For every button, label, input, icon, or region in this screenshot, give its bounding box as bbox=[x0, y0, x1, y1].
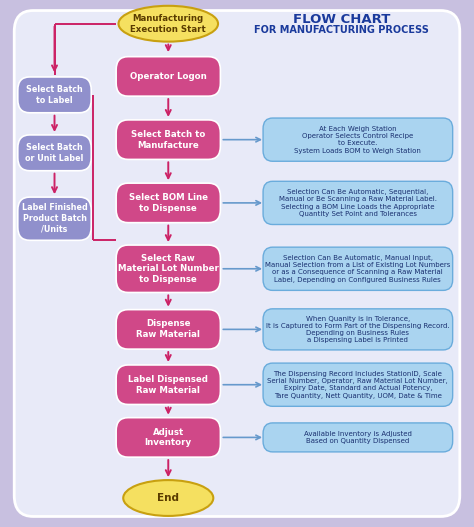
Ellipse shape bbox=[123, 480, 213, 516]
FancyBboxPatch shape bbox=[116, 245, 220, 292]
FancyBboxPatch shape bbox=[263, 423, 453, 452]
Text: Dispense
Raw Material: Dispense Raw Material bbox=[137, 319, 200, 339]
FancyBboxPatch shape bbox=[116, 183, 220, 222]
Text: Select Raw
Material Lot Number
to Dispense: Select Raw Material Lot Number to Dispen… bbox=[118, 253, 219, 284]
FancyBboxPatch shape bbox=[116, 365, 220, 405]
Text: The Dispensing Record Includes StationID, Scale
Serial Number, Operator, Raw Mat: The Dispensing Record Includes StationID… bbox=[267, 371, 448, 398]
Text: Select Batch
to Label: Select Batch to Label bbox=[26, 85, 83, 105]
FancyBboxPatch shape bbox=[263, 363, 453, 406]
Text: FOR MANUFACTURING PROCESS: FOR MANUFACTURING PROCESS bbox=[254, 25, 428, 35]
FancyBboxPatch shape bbox=[116, 120, 220, 159]
Text: Selection Can Be Automatic, Manual Input,
Manual Selection from a List of Existi: Selection Can Be Automatic, Manual Input… bbox=[265, 255, 451, 282]
Text: Label Dispensed
Raw Material: Label Dispensed Raw Material bbox=[128, 375, 208, 395]
FancyBboxPatch shape bbox=[116, 417, 220, 457]
FancyBboxPatch shape bbox=[18, 197, 91, 240]
Text: When Quanity is in Tolerance,
It is Captured to Form Part of the Dispensing Reco: When Quanity is in Tolerance, It is Capt… bbox=[266, 316, 450, 343]
Text: At Each Weigh Station
Operator Selects Control Recipe
to Execute.
System Loads B: At Each Weigh Station Operator Selects C… bbox=[294, 126, 421, 153]
Text: Manufacturing
Execution Start: Manufacturing Execution Start bbox=[130, 14, 206, 34]
FancyBboxPatch shape bbox=[263, 247, 453, 290]
FancyBboxPatch shape bbox=[116, 57, 220, 96]
FancyBboxPatch shape bbox=[116, 309, 220, 349]
Text: Select Batch
or Unit Label: Select Batch or Unit Label bbox=[25, 143, 84, 163]
FancyBboxPatch shape bbox=[263, 181, 453, 225]
Text: Selection Can Be Automatic, Sequential,
Manual or Be Scanning a Raw Material Lab: Selection Can Be Automatic, Sequential, … bbox=[279, 189, 437, 217]
FancyBboxPatch shape bbox=[263, 118, 453, 161]
FancyBboxPatch shape bbox=[14, 11, 460, 516]
Text: Adjust
Inventory: Adjust Inventory bbox=[145, 427, 192, 447]
Text: End: End bbox=[157, 493, 179, 503]
Text: Select Batch to
Manufacture: Select Batch to Manufacture bbox=[131, 130, 205, 150]
Text: Available Inventory is Adjusted
Based on Quantity Dispensed: Available Inventory is Adjusted Based on… bbox=[304, 431, 412, 444]
Text: Label Finished
Product Batch
/Units: Label Finished Product Batch /Units bbox=[22, 203, 87, 234]
FancyBboxPatch shape bbox=[18, 135, 91, 171]
Text: Operator Logon: Operator Logon bbox=[130, 72, 207, 81]
Text: FLOW CHART: FLOW CHART bbox=[292, 13, 390, 26]
FancyBboxPatch shape bbox=[263, 309, 453, 350]
Ellipse shape bbox=[118, 6, 218, 42]
Text: Select BOM Line
to Dispense: Select BOM Line to Dispense bbox=[129, 193, 208, 213]
FancyBboxPatch shape bbox=[18, 77, 91, 113]
